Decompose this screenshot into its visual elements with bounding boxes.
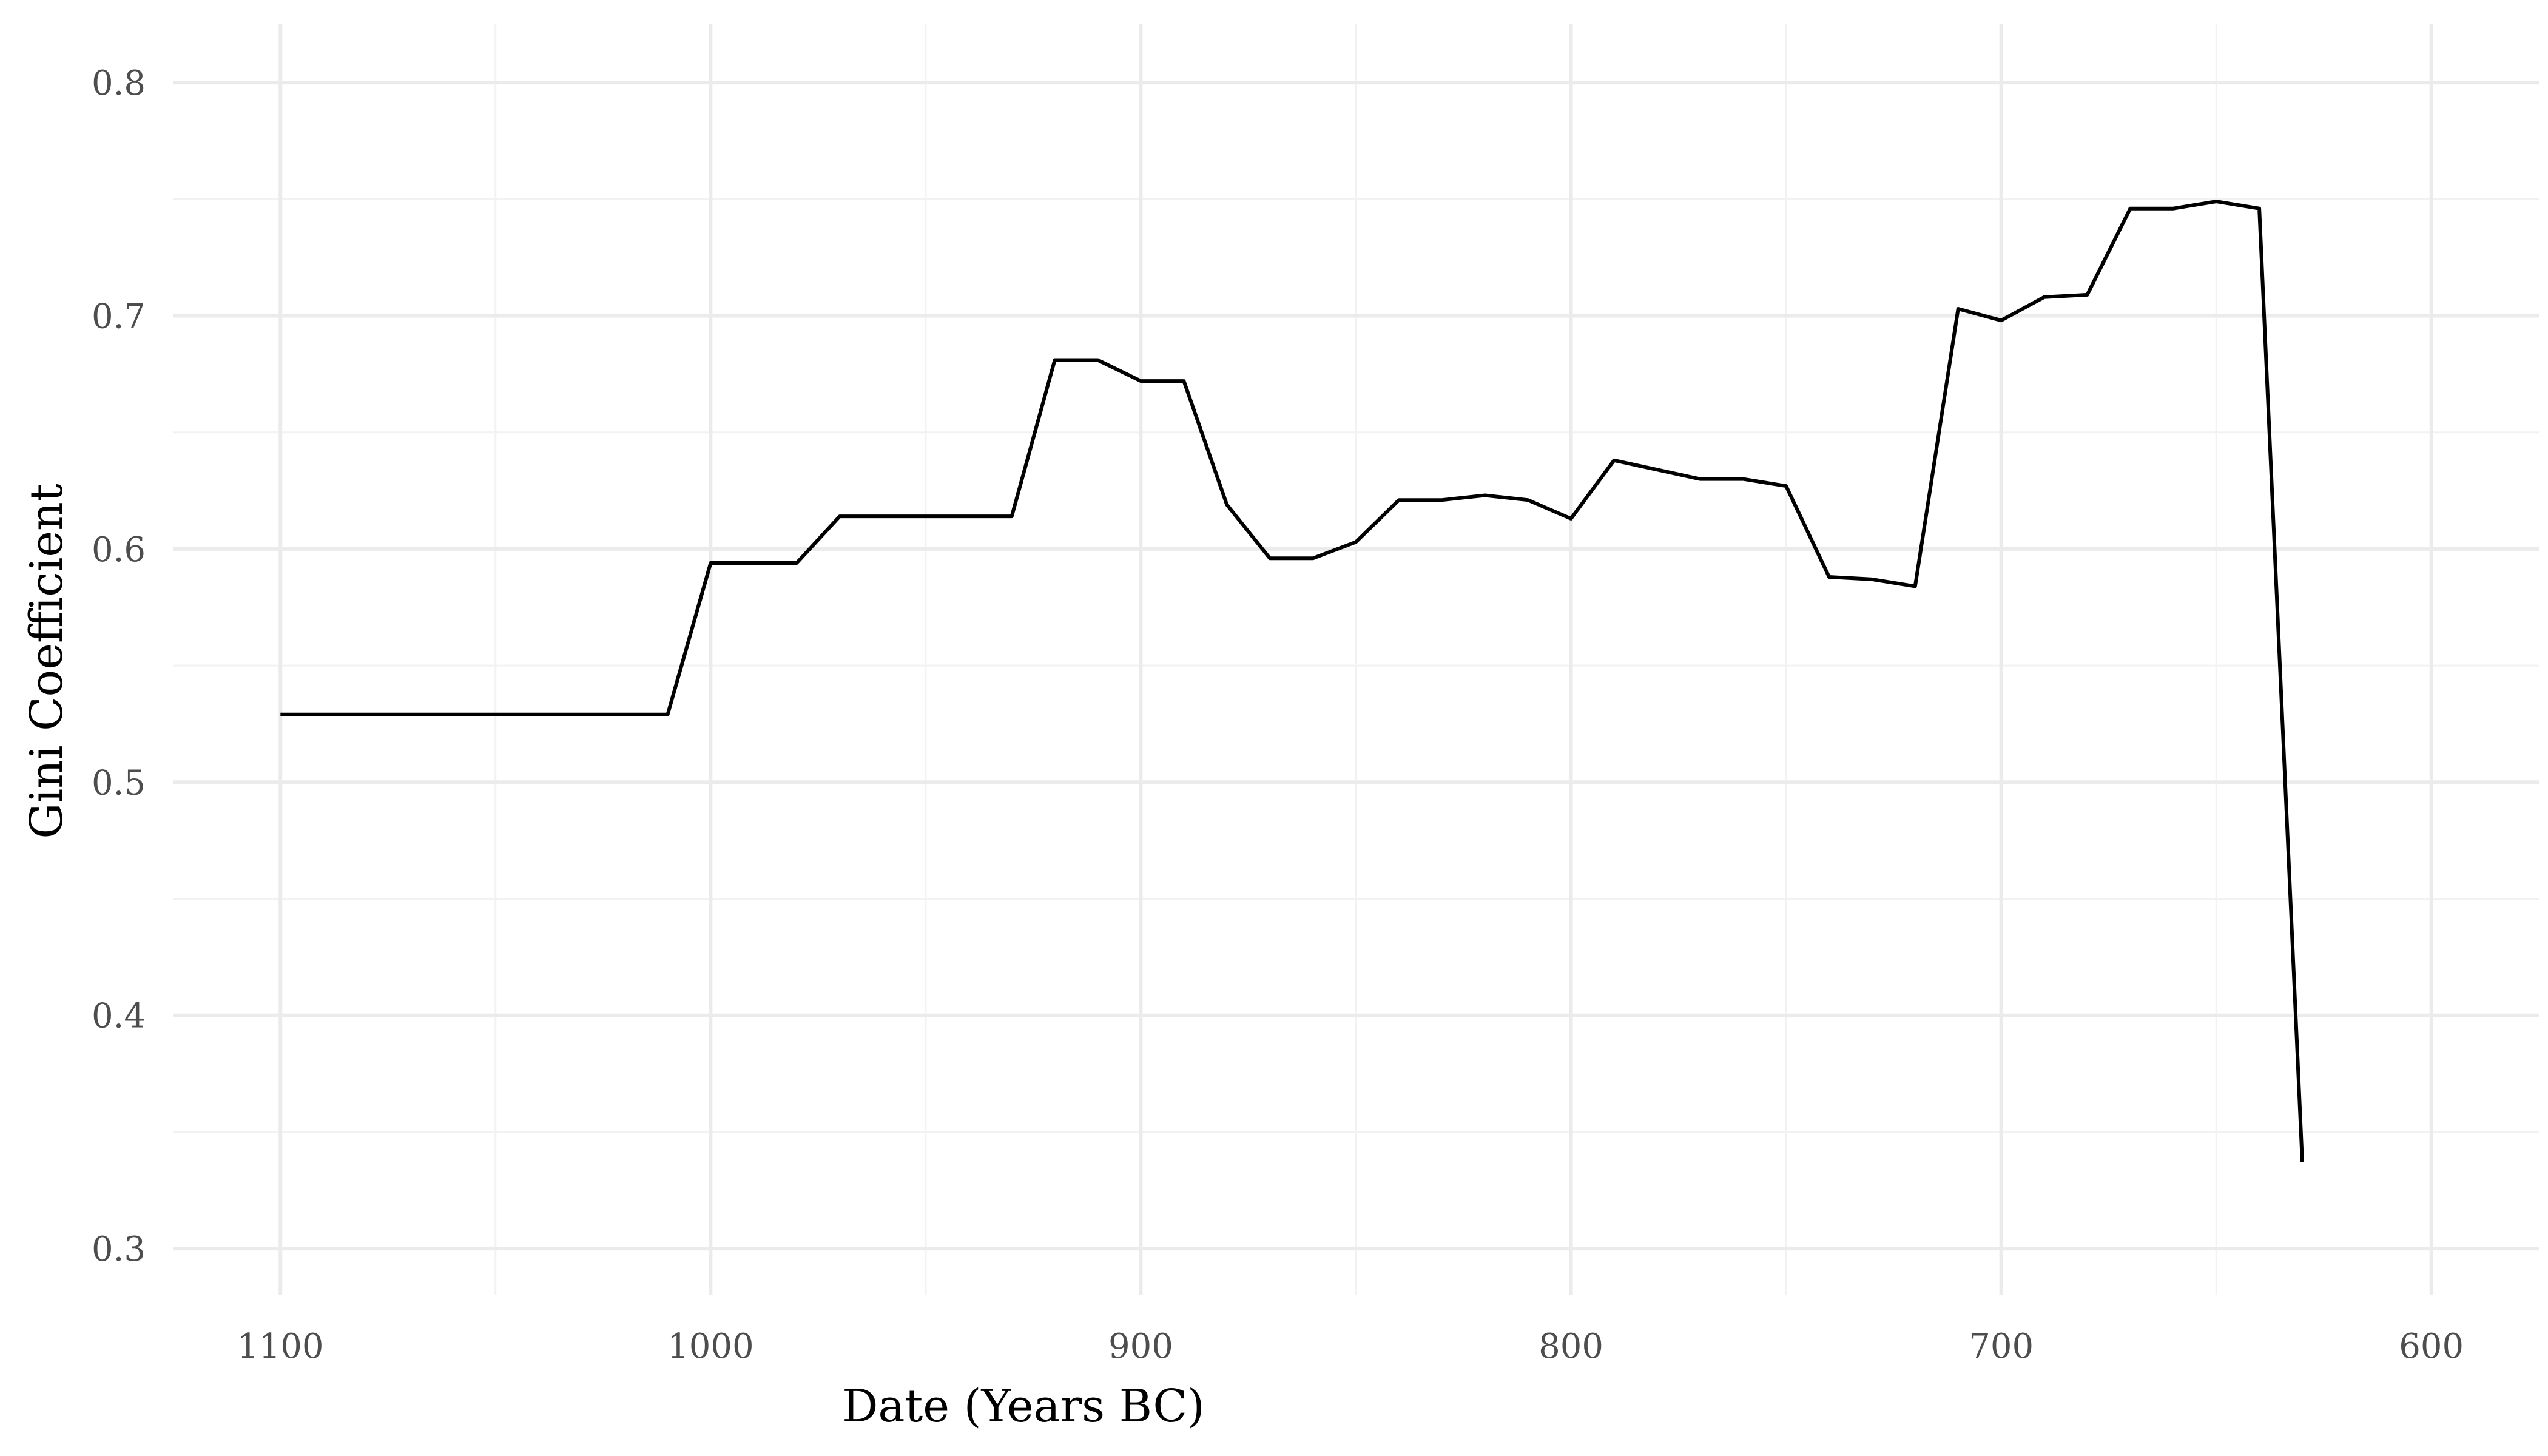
major-gridlines-x	[278, 24, 2433, 1295]
major-gridlines-y	[173, 81, 2539, 1251]
x-tick-label: 700	[1969, 1327, 2034, 1366]
x-tick-label: 900	[1108, 1327, 1173, 1366]
minor-gridlines-x	[494, 24, 2217, 1295]
y-tick-label: 0.4	[92, 997, 146, 1036]
x-axis-title: Date (Years BC)	[842, 1380, 1205, 1432]
y-tick-label: 0.8	[92, 64, 146, 103]
y-tick-label: 0.5	[92, 763, 146, 803]
y-axis-title: Gini Coefficient	[21, 484, 73, 838]
x-tick-label: 1000	[667, 1327, 754, 1366]
y-tick-label: 0.3	[92, 1230, 146, 1269]
x-tick-label: 1100	[237, 1327, 324, 1366]
y-axis-tick-labels: 0.3 0.4 0.5 0.6 0.7 0.8	[92, 64, 146, 1269]
series-line	[280, 200, 2304, 1163]
x-axis-tick-labels: 1100 1000 900 800 700 600	[237, 1327, 2464, 1366]
x-tick-label: 600	[2399, 1327, 2464, 1366]
y-tick-label: 0.6	[92, 530, 146, 570]
x-tick-label: 800	[1539, 1327, 1603, 1366]
series-layer	[280, 200, 2304, 1163]
minor-gridlines-y	[173, 198, 2539, 1133]
y-tick-label: 0.7	[92, 297, 146, 337]
